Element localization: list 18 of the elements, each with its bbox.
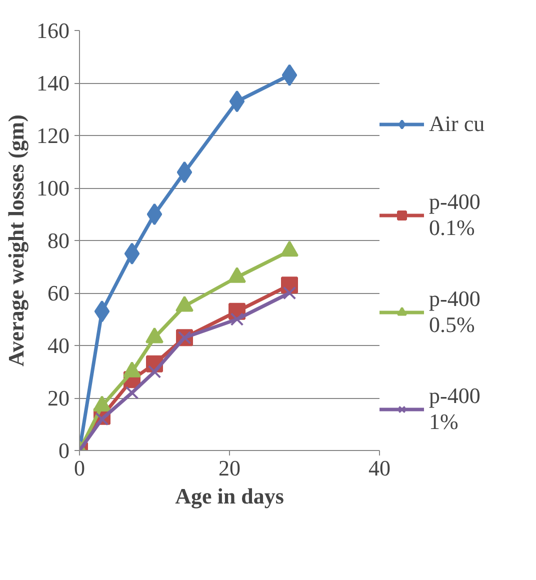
y-tick-label: 100 [36, 176, 70, 200]
y-axis-title: Average weight losses (gm) [4, 114, 28, 366]
y-tick-label: 160 [36, 18, 70, 43]
x-tick-label: 0 [74, 456, 85, 480]
x-axis-title: Age in days [175, 484, 284, 508]
legend-label: p-400 0.5% [429, 286, 480, 338]
y-tick-label: 60 [48, 280, 70, 306]
y-tick-label: 80 [48, 228, 70, 253]
y-tick-label: 20 [48, 386, 70, 410]
y-tick-label: 140 [36, 70, 70, 96]
y-tick-label: 120 [36, 123, 70, 148]
y-tick-label: 40 [48, 333, 70, 358]
x-tick-label: 40 [368, 456, 390, 480]
legend-label: Air cu [429, 110, 485, 138]
x-tick-label: 20 [218, 456, 240, 480]
legend-label: p-400 0.1% [429, 189, 480, 241]
y-tick-label: 0 [58, 438, 70, 463]
legend-label: p-400 1% [429, 383, 480, 435]
